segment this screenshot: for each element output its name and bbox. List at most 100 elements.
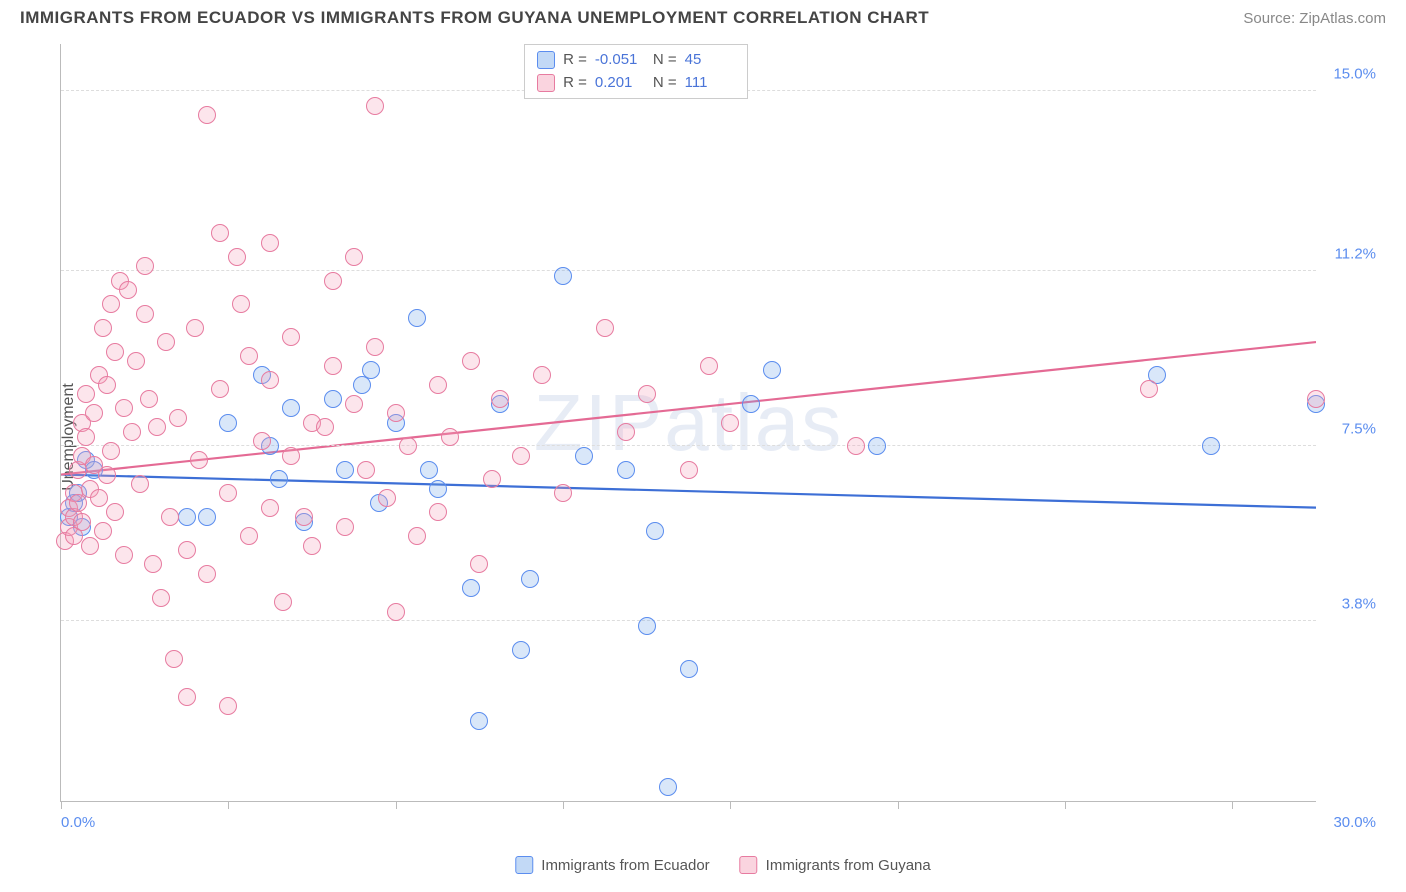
data-point xyxy=(408,309,426,327)
data-point xyxy=(270,470,288,488)
data-point xyxy=(362,361,380,379)
data-point xyxy=(85,404,103,422)
stats-row-ecuador: R = -0.051 N = 45 xyxy=(537,49,735,72)
data-point xyxy=(261,234,279,252)
data-point xyxy=(240,347,258,365)
trend-lines-svg xyxy=(61,44,1316,801)
data-point xyxy=(646,522,664,540)
data-point xyxy=(638,617,656,635)
y-tick-label: 7.5% xyxy=(1342,421,1376,438)
legend-label-ecuador: Immigrants from Ecuador xyxy=(541,857,709,874)
data-point xyxy=(77,428,95,446)
data-point xyxy=(211,224,229,242)
stats-box: R = -0.051 N = 45 R = 0.201 N = 111 xyxy=(524,44,748,99)
y-tick-label: 3.8% xyxy=(1342,596,1376,613)
data-point xyxy=(81,537,99,555)
data-point xyxy=(240,527,258,545)
data-point xyxy=(470,555,488,573)
data-point xyxy=(161,508,179,526)
legend-bottom: Immigrants from Ecuador Immigrants from … xyxy=(515,856,930,874)
data-point xyxy=(462,579,480,597)
y-tick-label: 11.2% xyxy=(1335,246,1376,263)
data-point xyxy=(512,447,530,465)
x-tick xyxy=(396,801,397,809)
data-point xyxy=(491,390,509,408)
data-point xyxy=(119,281,137,299)
data-point xyxy=(533,366,551,384)
data-point xyxy=(387,404,405,422)
data-point xyxy=(157,333,175,351)
data-point xyxy=(617,423,635,441)
data-point xyxy=(847,437,865,455)
data-point xyxy=(617,461,635,479)
source-attribution: Source: ZipAtlas.com xyxy=(1243,10,1386,27)
data-point xyxy=(198,106,216,124)
data-point xyxy=(462,352,480,370)
data-point xyxy=(366,97,384,115)
data-point xyxy=(152,589,170,607)
data-point xyxy=(596,319,614,337)
data-point xyxy=(136,305,154,323)
data-point xyxy=(336,518,354,536)
x-min-label: 0.0% xyxy=(61,814,95,831)
r-value-guyana: 0.201 xyxy=(595,72,645,95)
n-value-ecuador: 45 xyxy=(685,49,735,72)
data-point xyxy=(148,418,166,436)
data-point xyxy=(554,267,572,285)
data-point xyxy=(1140,380,1158,398)
chart-container: Unemployment ZIPatlas 3.8%7.5%11.2%15.0%… xyxy=(60,32,1386,842)
plot-area: ZIPatlas 3.8%7.5%11.2%15.0%0.0%30.0% xyxy=(60,44,1316,802)
data-point xyxy=(470,712,488,730)
data-point xyxy=(98,466,116,484)
data-point xyxy=(408,527,426,545)
data-point xyxy=(211,380,229,398)
x-max-label: 30.0% xyxy=(1333,814,1376,831)
data-point xyxy=(282,447,300,465)
data-point xyxy=(98,376,116,394)
data-point xyxy=(700,357,718,375)
data-point xyxy=(483,470,501,488)
data-point xyxy=(721,414,739,432)
data-point xyxy=(94,319,112,337)
legend-item-guyana: Immigrants from Guyana xyxy=(740,856,931,874)
data-point xyxy=(680,660,698,678)
swatch-pink-icon xyxy=(740,856,758,874)
data-point xyxy=(144,555,162,573)
swatch-blue-icon xyxy=(537,51,555,69)
data-point xyxy=(282,328,300,346)
x-tick xyxy=(563,801,564,809)
data-point xyxy=(102,295,120,313)
x-tick xyxy=(1232,801,1233,809)
data-point xyxy=(198,565,216,583)
data-point xyxy=(366,338,384,356)
data-point xyxy=(169,409,187,427)
data-point xyxy=(219,484,237,502)
data-point xyxy=(324,357,342,375)
data-point xyxy=(106,343,124,361)
data-point xyxy=(429,480,447,498)
data-point xyxy=(131,475,149,493)
n-label: N = xyxy=(653,72,677,95)
data-point xyxy=(378,489,396,507)
data-point xyxy=(140,390,158,408)
data-point xyxy=(680,461,698,479)
data-point xyxy=(73,513,91,531)
data-point xyxy=(232,295,250,313)
data-point xyxy=(1307,390,1325,408)
n-value-guyana: 111 xyxy=(685,72,735,95)
data-point xyxy=(387,603,405,621)
y-tick-label: 15.0% xyxy=(1333,66,1376,83)
gridline xyxy=(61,445,1316,446)
data-point xyxy=(178,508,196,526)
swatch-blue-icon xyxy=(515,856,533,874)
data-point xyxy=(190,451,208,469)
x-tick xyxy=(898,801,899,809)
data-point xyxy=(219,697,237,715)
data-point xyxy=(1202,437,1220,455)
source-prefix: Source: xyxy=(1243,10,1299,27)
data-point xyxy=(575,447,593,465)
data-point xyxy=(228,248,246,266)
data-point xyxy=(261,371,279,389)
data-point xyxy=(659,778,677,796)
data-point xyxy=(274,593,292,611)
